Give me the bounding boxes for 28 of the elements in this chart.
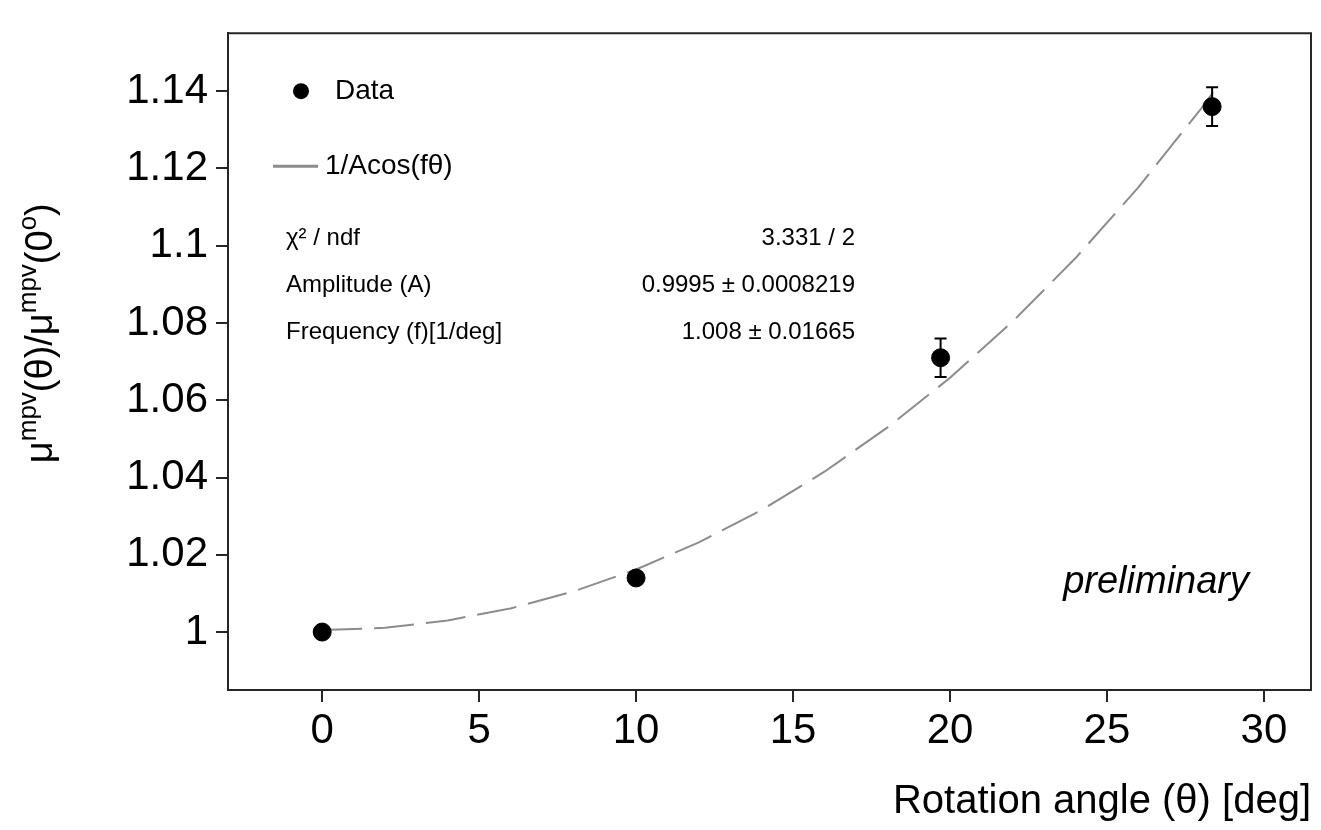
x-axis-title: Rotation angle (θ) [deg] bbox=[892, 777, 1311, 822]
y-tick-label: 1.1 bbox=[149, 219, 208, 267]
annotation: preliminary bbox=[1062, 558, 1251, 601]
y-axis-title: μmpv(θ)/μmpv(0o) bbox=[12, 203, 60, 464]
annotation: χ² / ndf bbox=[286, 222, 361, 250]
y-tick-label: 1.04 bbox=[126, 451, 208, 499]
y-tick-label: 1.14 bbox=[126, 64, 208, 112]
x-tick-label: 20 bbox=[926, 704, 974, 752]
y-tick-label: 1 bbox=[184, 605, 208, 653]
annotation: 0.9995 ± 0.0008219 bbox=[641, 269, 855, 297]
x-tick-label: 25 bbox=[1083, 704, 1131, 752]
y-tick-label: 1.12 bbox=[126, 142, 208, 189]
point bbox=[312, 622, 332, 642]
x-tick-label: 10 bbox=[612, 704, 660, 752]
y-tick-label: 1.08 bbox=[126, 296, 208, 344]
legend-label: 1/Acos(fθ) bbox=[325, 148, 453, 180]
x-tick-label: 15 bbox=[769, 704, 817, 752]
annotation: Frequency (f)[1/deg] bbox=[286, 316, 503, 344]
annotation: Amplitude (A) bbox=[286, 269, 432, 297]
y-tick-label: 1.02 bbox=[126, 528, 208, 576]
annotation: 1.008 ± 0.01665 bbox=[681, 316, 855, 344]
y-tick-label: 1.06 bbox=[126, 373, 208, 421]
point bbox=[626, 568, 646, 588]
x-tick-label: 0 bbox=[310, 704, 334, 752]
x-tick-label: 5 bbox=[467, 704, 491, 752]
annotation: 3.331 / 2 bbox=[761, 222, 855, 250]
x-tick-label: 30 bbox=[1240, 704, 1288, 752]
legend-label: Data bbox=[335, 73, 395, 105]
